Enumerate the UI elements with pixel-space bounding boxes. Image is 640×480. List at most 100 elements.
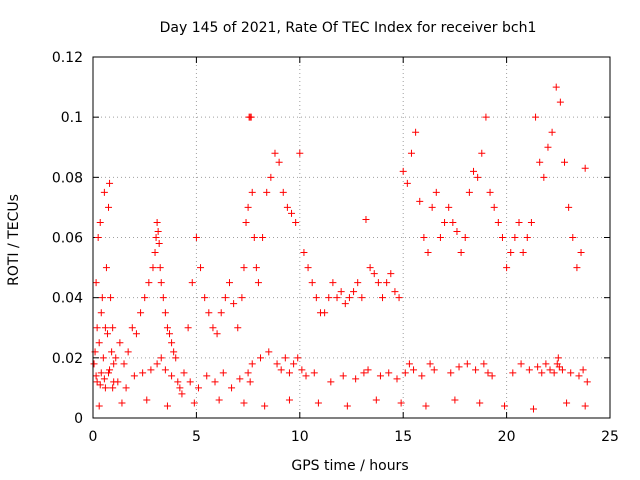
data-point [234, 324, 242, 332]
data-point [302, 372, 310, 380]
data-point [168, 372, 176, 380]
data-point [379, 294, 387, 302]
data-point [525, 366, 533, 374]
x-tick-label: 15 [394, 429, 412, 445]
data-point [242, 218, 250, 226]
data-point [501, 402, 509, 410]
data-point [374, 279, 382, 287]
data-point [480, 360, 488, 368]
data-point [263, 188, 271, 196]
data-point [176, 384, 184, 392]
data-point [163, 402, 171, 410]
data-point [205, 309, 213, 317]
data-point [98, 294, 106, 302]
data-point [451, 396, 459, 404]
data-point [190, 399, 198, 407]
data-point [228, 384, 236, 392]
data-point [101, 324, 109, 332]
data-point [546, 366, 554, 374]
data-point [203, 372, 211, 380]
data-point [114, 378, 122, 386]
data-point [536, 158, 544, 166]
data-point [321, 309, 329, 317]
data-point [101, 384, 109, 392]
data-point [529, 405, 537, 413]
data-point [143, 396, 151, 404]
data-point [109, 384, 117, 392]
data-point [145, 279, 153, 287]
data-point [120, 360, 128, 368]
data-point [153, 218, 161, 226]
data-point [194, 384, 202, 392]
x-tick-label: 10 [291, 429, 309, 445]
data-point [494, 218, 502, 226]
data-point [128, 324, 136, 332]
data-point [490, 203, 498, 211]
data-point [240, 399, 248, 407]
data-point [304, 264, 312, 272]
data-point [246, 378, 254, 386]
data-point [217, 309, 225, 317]
data-point [106, 366, 114, 374]
data-point [350, 288, 358, 296]
data-point [449, 218, 457, 226]
data-point [292, 218, 300, 226]
data-point [267, 173, 275, 181]
data-point [174, 378, 182, 386]
data-point [540, 173, 548, 181]
data-point [412, 128, 420, 136]
data-point [310, 369, 318, 377]
data-point [290, 360, 298, 368]
data-point [484, 369, 492, 377]
y-tick-label: 0.04 [52, 291, 83, 307]
data-point [472, 366, 480, 374]
data-point [554, 354, 562, 362]
data-point [178, 390, 186, 398]
chart-title: Day 145 of 2021, Rate Of TEC Index for r… [160, 20, 537, 36]
data-point [534, 363, 542, 371]
data-point [151, 249, 159, 257]
data-point [507, 249, 515, 257]
data-point [93, 378, 101, 386]
data-point [436, 234, 444, 241]
data-point [238, 294, 246, 302]
data-point [445, 203, 453, 211]
data-point [401, 369, 409, 377]
data-point [422, 402, 430, 410]
data-point [110, 360, 118, 368]
data-point [447, 369, 455, 377]
data-point [90, 360, 98, 368]
data-point [383, 279, 391, 287]
data-point [213, 330, 221, 338]
data-point [105, 369, 113, 377]
data-points [90, 83, 591, 413]
data-point [221, 294, 229, 302]
data-point [161, 366, 169, 374]
data-point [457, 249, 465, 257]
axis-ticks [92, 56, 611, 419]
data-point [339, 372, 347, 380]
data-point [96, 218, 104, 226]
data-point [211, 378, 219, 386]
data-point [244, 369, 252, 377]
data-point [109, 324, 117, 332]
data-point [397, 399, 405, 407]
data-point [428, 203, 436, 211]
data-point [93, 324, 101, 332]
data-point [248, 188, 256, 196]
data-point [550, 369, 558, 377]
data-point [108, 348, 116, 356]
data-point [157, 279, 165, 287]
data-point [312, 294, 320, 302]
x-tick-label: 5 [192, 429, 201, 445]
data-point [329, 279, 337, 287]
data-point [132, 330, 140, 338]
data-point [544, 143, 552, 151]
data-point [391, 288, 399, 296]
data-point [281, 354, 289, 362]
data-point [225, 279, 233, 287]
data-point [285, 396, 293, 404]
data-point [124, 348, 132, 356]
data-point [376, 372, 384, 380]
